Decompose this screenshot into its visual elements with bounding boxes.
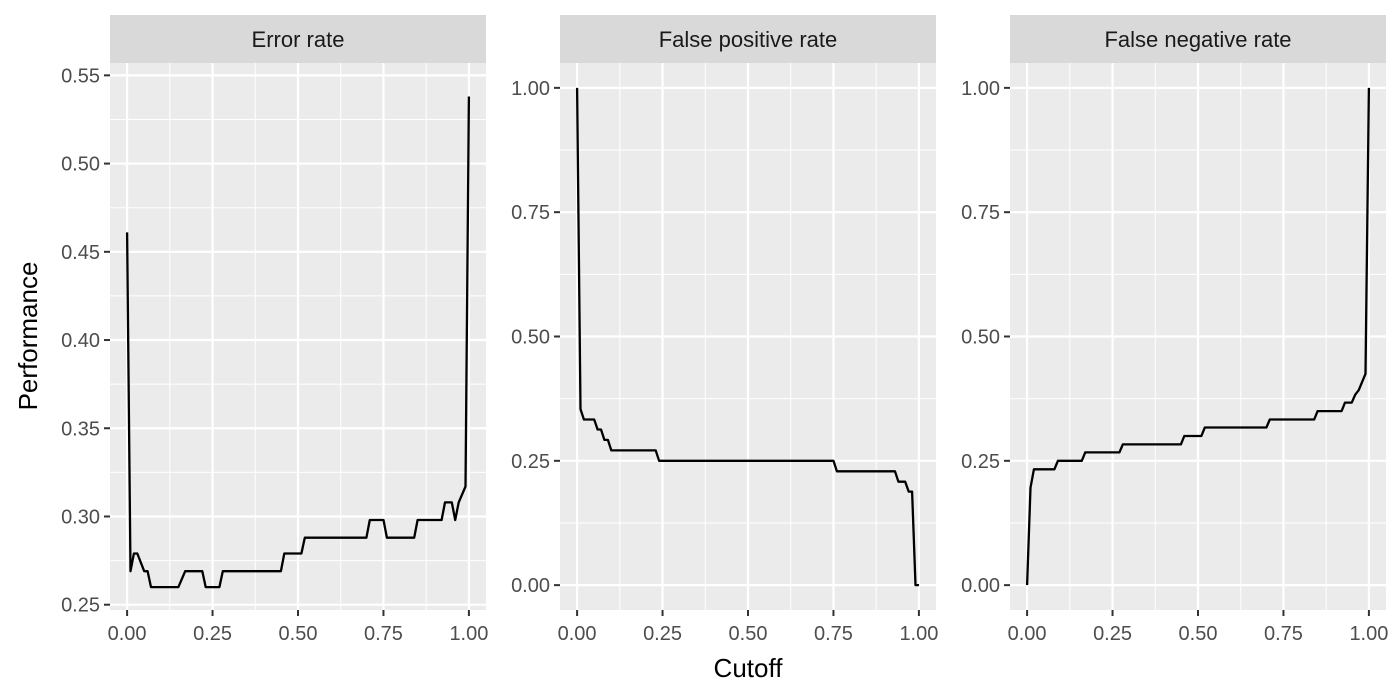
y-tick-label: 0.35 [61,418,100,440]
x-tick-label: 1.00 [449,623,488,645]
x-tick-label: 1.00 [899,623,938,645]
y-tick-label: 0.25 [961,451,1000,473]
y-tick-label: 0.75 [511,202,550,224]
y-tick-label: 0.00 [511,575,550,597]
x-tick-label: 0.25 [643,623,682,645]
y-tick-label: 0.50 [961,327,1000,349]
x-tick-label: 1.00 [1349,623,1388,645]
x-tick-label: 0.25 [1093,623,1132,645]
x-tick-label: 0.00 [1008,623,1047,645]
y-tick-label: 0.55 [61,65,100,87]
chart-panels: Error rate 0.00 0.25 0.50 0.75 1.00 0.25 0.30 0.… [61,15,1388,645]
facet-strip [560,15,936,63]
x-tick-label: 0.25 [193,623,232,645]
panel-3: False negative rate 0.00 0.25 0.50 0.75 1.00 0… [961,15,1388,645]
y-tick-label: 0.25 [511,451,550,473]
y-tick-label: 0.75 [961,202,1000,224]
y-tick-label: 0.40 [61,330,100,352]
y-tick-label: 0.30 [61,506,100,528]
y-tick-label: 0.50 [511,327,550,349]
y-axis-title: Performance [13,262,43,411]
panel-2: False positive rate 0.00 0.25 0.50 0.75 1.00 0… [511,15,938,645]
y-tick-label: 0.50 [61,154,100,176]
y-tick-label: 1.00 [961,78,1000,100]
facet-strip [1010,15,1386,63]
x-tick-label: 0.50 [279,623,318,645]
panel-1: Error rate 0.00 0.25 0.50 0.75 1.00 0.25 0.30 0.… [61,15,488,645]
x-tick-label: 0.00 [108,623,147,645]
x-tick-label: 0.75 [364,623,403,645]
series-line [575,87,919,587]
series-line [1025,87,1371,586]
y-tick-label: 0.00 [961,575,1000,597]
x-tick-label: 0.50 [1179,623,1218,645]
x-axis-title: Cutoff [714,653,784,683]
x-tick-label: 0.00 [558,623,597,645]
x-tick-label: 0.75 [1264,623,1303,645]
x-tick-label: 0.50 [729,623,768,645]
x-tick-label: 0.75 [814,623,853,645]
y-tick-label: 0.25 [61,595,100,617]
facet-strip-label: False positive rate [659,27,838,52]
facet-strip-label: False negative rate [1104,27,1291,52]
facet-strip-label: Error rate [252,27,345,52]
series-line [125,96,471,589]
y-tick-label: 1.00 [511,78,550,100]
y-tick-label: 0.45 [61,242,100,264]
facet-strip [110,15,486,63]
